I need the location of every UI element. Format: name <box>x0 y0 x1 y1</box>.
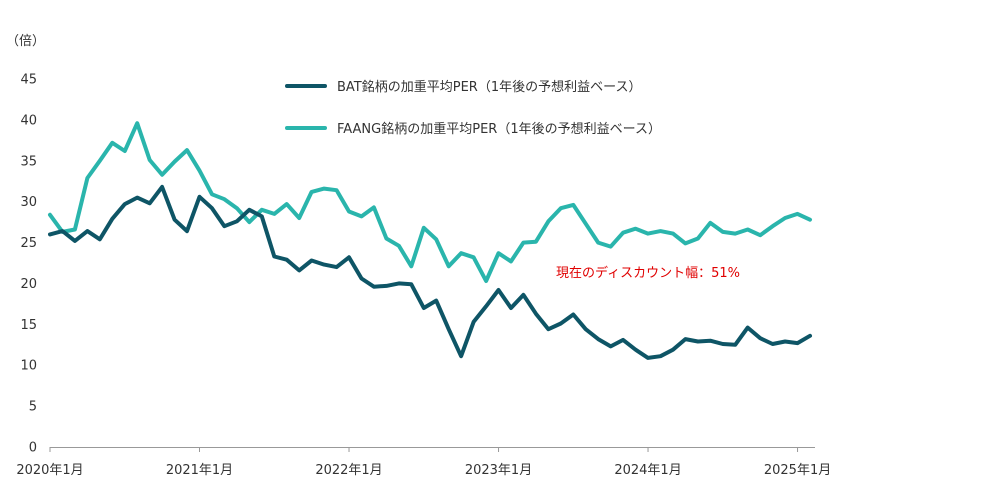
x-axis: 2020年1月 2021年1月 2022年1月 2023年1月 2024年1月 2025年… <box>16 447 831 478</box>
series-line-bat <box>48 184 812 360</box>
y-tick-label: 45 <box>20 73 37 88</box>
series-group <box>48 121 812 360</box>
legend: BAT銘柄の加重平均PER（1年後の予想利益ベース） FAANG銘柄の加重平均P… <box>285 79 661 137</box>
x-tick-label: 2023年1月 <box>465 463 532 478</box>
x-tick-label: 2021年1月 <box>166 463 233 478</box>
x-tick-label: 2022年1月 <box>315 463 382 478</box>
y-tick-label: 5 <box>29 400 37 415</box>
series-line-faang <box>48 121 812 283</box>
y-tick-label: 20 <box>20 277 37 292</box>
y-tick-label: 15 <box>20 318 37 333</box>
y-tick-label: 0 <box>29 441 37 456</box>
y-axis: 0 5 10 15 20 25 30 35 40 45 <box>20 73 37 456</box>
y-tick-label: 10 <box>20 359 37 374</box>
y-axis-unit-label: （倍） <box>6 34 45 49</box>
y-tick-label: 25 <box>20 236 37 251</box>
legend-label-bat: BAT銘柄の加重平均PER（1年後の予想利益ベース） <box>337 79 641 95</box>
discount-annotation: 現在のディスカウント幅：51% <box>556 265 740 281</box>
y-tick-label: 35 <box>20 154 37 169</box>
y-tick-label: 30 <box>20 195 37 210</box>
x-tick-label: 2024年1月 <box>614 463 681 478</box>
legend-label-faang: FAANG銘柄の加重平均PER（1年後の予想利益ベース） <box>337 121 661 137</box>
x-tick-label: 2020年1月 <box>16 463 83 478</box>
x-tick-label: 2025年1月 <box>764 463 831 478</box>
y-tick-label: 40 <box>20 113 37 128</box>
